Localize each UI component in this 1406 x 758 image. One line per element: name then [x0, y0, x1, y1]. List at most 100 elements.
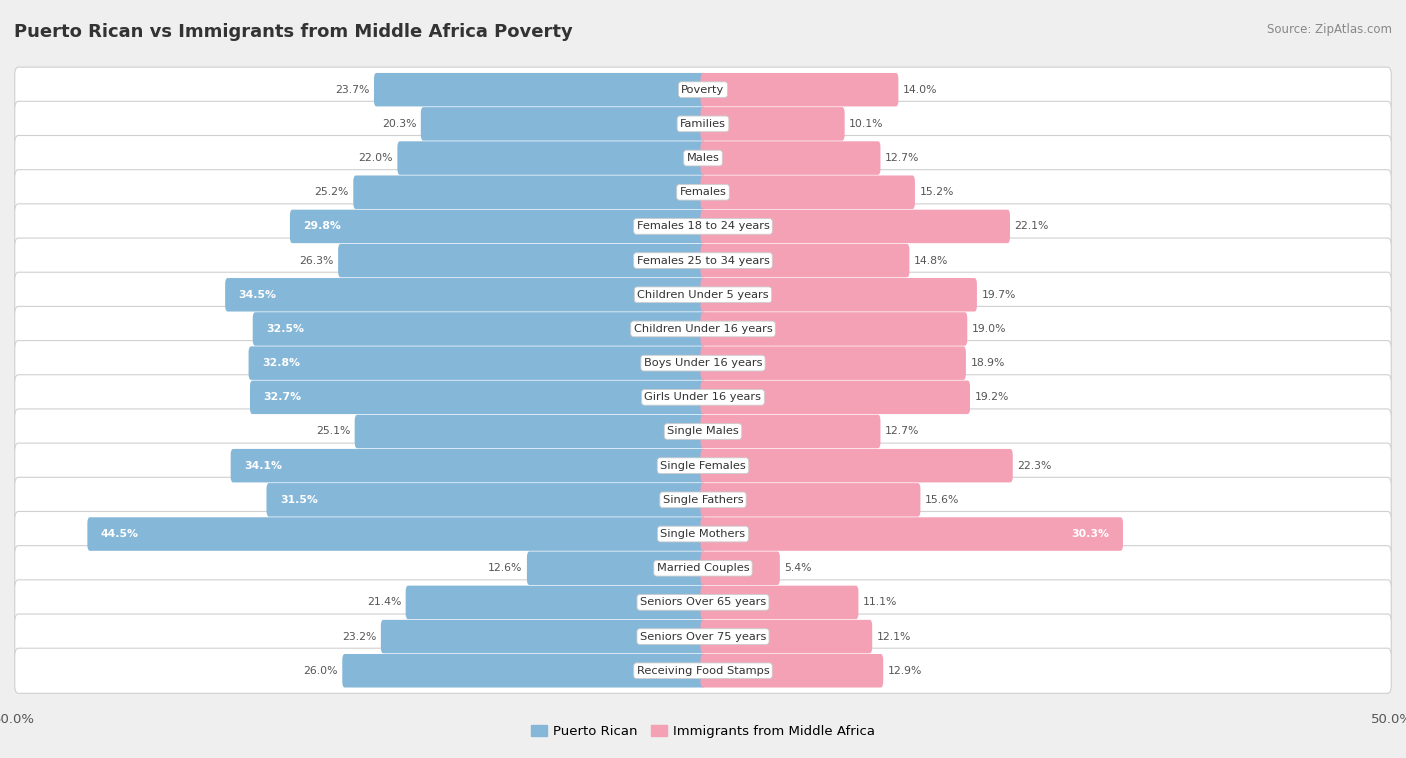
Text: 12.1%: 12.1%: [876, 631, 911, 641]
Text: 25.2%: 25.2%: [315, 187, 349, 197]
FancyBboxPatch shape: [14, 374, 1392, 420]
FancyBboxPatch shape: [14, 648, 1392, 694]
FancyBboxPatch shape: [700, 278, 977, 312]
FancyBboxPatch shape: [14, 409, 1392, 454]
FancyBboxPatch shape: [700, 586, 859, 619]
FancyBboxPatch shape: [290, 210, 706, 243]
Text: 5.4%: 5.4%: [785, 563, 811, 573]
FancyBboxPatch shape: [14, 614, 1392, 659]
FancyBboxPatch shape: [700, 449, 1012, 482]
FancyBboxPatch shape: [353, 176, 706, 209]
Text: Single Mothers: Single Mothers: [661, 529, 745, 539]
Text: Receiving Food Stamps: Receiving Food Stamps: [637, 666, 769, 676]
Text: 34.5%: 34.5%: [239, 290, 277, 299]
Text: 12.9%: 12.9%: [887, 666, 922, 676]
Text: 14.8%: 14.8%: [914, 255, 948, 265]
Text: 14.0%: 14.0%: [903, 85, 938, 95]
FancyBboxPatch shape: [398, 141, 706, 175]
Text: Poverty: Poverty: [682, 85, 724, 95]
Text: Single Fathers: Single Fathers: [662, 495, 744, 505]
FancyBboxPatch shape: [700, 73, 898, 106]
Text: 22.3%: 22.3%: [1017, 461, 1052, 471]
FancyBboxPatch shape: [354, 415, 706, 448]
FancyBboxPatch shape: [14, 306, 1392, 352]
FancyBboxPatch shape: [700, 107, 845, 141]
FancyBboxPatch shape: [14, 102, 1392, 146]
Text: Girls Under 16 years: Girls Under 16 years: [644, 393, 762, 402]
Text: 22.1%: 22.1%: [1014, 221, 1049, 231]
FancyBboxPatch shape: [14, 272, 1392, 318]
FancyBboxPatch shape: [253, 312, 706, 346]
FancyBboxPatch shape: [700, 381, 970, 414]
Text: 23.7%: 23.7%: [335, 85, 370, 95]
FancyBboxPatch shape: [14, 478, 1392, 522]
FancyBboxPatch shape: [337, 244, 706, 277]
FancyBboxPatch shape: [14, 546, 1392, 590]
FancyBboxPatch shape: [700, 141, 880, 175]
Text: 32.8%: 32.8%: [262, 358, 299, 368]
Text: Children Under 5 years: Children Under 5 years: [637, 290, 769, 299]
FancyBboxPatch shape: [14, 340, 1392, 386]
Text: Seniors Over 65 years: Seniors Over 65 years: [640, 597, 766, 607]
FancyBboxPatch shape: [700, 517, 1123, 551]
Text: 29.8%: 29.8%: [304, 221, 342, 231]
FancyBboxPatch shape: [381, 620, 706, 653]
FancyBboxPatch shape: [87, 517, 706, 551]
FancyBboxPatch shape: [231, 449, 706, 482]
Text: 11.1%: 11.1%: [863, 597, 897, 607]
FancyBboxPatch shape: [700, 552, 780, 585]
FancyBboxPatch shape: [374, 73, 706, 106]
Text: 12.7%: 12.7%: [884, 427, 920, 437]
Text: Females 18 to 24 years: Females 18 to 24 years: [637, 221, 769, 231]
FancyBboxPatch shape: [700, 176, 915, 209]
FancyBboxPatch shape: [225, 278, 706, 312]
FancyBboxPatch shape: [14, 136, 1392, 180]
FancyBboxPatch shape: [700, 415, 880, 448]
Text: 26.0%: 26.0%: [304, 666, 337, 676]
Text: Seniors Over 75 years: Seniors Over 75 years: [640, 631, 766, 641]
Text: 31.5%: 31.5%: [280, 495, 318, 505]
Text: Married Couples: Married Couples: [657, 563, 749, 573]
FancyBboxPatch shape: [700, 620, 872, 653]
Text: 44.5%: 44.5%: [101, 529, 139, 539]
Text: Single Females: Single Females: [661, 461, 745, 471]
FancyBboxPatch shape: [250, 381, 706, 414]
Text: 30.3%: 30.3%: [1071, 529, 1109, 539]
Text: 22.0%: 22.0%: [359, 153, 392, 163]
Text: 19.0%: 19.0%: [972, 324, 1007, 334]
Text: Females 25 to 34 years: Females 25 to 34 years: [637, 255, 769, 265]
Text: 15.2%: 15.2%: [920, 187, 953, 197]
Text: 32.5%: 32.5%: [266, 324, 304, 334]
Text: 10.1%: 10.1%: [849, 119, 883, 129]
Text: 15.6%: 15.6%: [925, 495, 959, 505]
FancyBboxPatch shape: [14, 67, 1392, 112]
FancyBboxPatch shape: [700, 483, 921, 517]
FancyBboxPatch shape: [420, 107, 706, 141]
Text: 19.7%: 19.7%: [981, 290, 1015, 299]
Text: 23.2%: 23.2%: [342, 631, 377, 641]
Text: 26.3%: 26.3%: [299, 255, 333, 265]
Text: Single Males: Single Males: [666, 427, 740, 437]
Text: Females: Females: [679, 187, 727, 197]
FancyBboxPatch shape: [14, 443, 1392, 488]
Text: Males: Males: [686, 153, 720, 163]
FancyBboxPatch shape: [14, 238, 1392, 283]
Text: Puerto Rican vs Immigrants from Middle Africa Poverty: Puerto Rican vs Immigrants from Middle A…: [14, 23, 572, 41]
FancyBboxPatch shape: [14, 580, 1392, 625]
Text: 34.1%: 34.1%: [245, 461, 283, 471]
Text: 19.2%: 19.2%: [974, 393, 1010, 402]
FancyBboxPatch shape: [700, 210, 1010, 243]
FancyBboxPatch shape: [700, 346, 966, 380]
Text: 21.4%: 21.4%: [367, 597, 401, 607]
FancyBboxPatch shape: [406, 586, 706, 619]
FancyBboxPatch shape: [700, 244, 910, 277]
Text: 12.6%: 12.6%: [488, 563, 523, 573]
FancyBboxPatch shape: [14, 512, 1392, 556]
FancyBboxPatch shape: [700, 654, 883, 688]
Text: Boys Under 16 years: Boys Under 16 years: [644, 358, 762, 368]
FancyBboxPatch shape: [342, 654, 706, 688]
FancyBboxPatch shape: [700, 312, 967, 346]
Text: 12.7%: 12.7%: [884, 153, 920, 163]
Text: Children Under 16 years: Children Under 16 years: [634, 324, 772, 334]
FancyBboxPatch shape: [249, 346, 706, 380]
